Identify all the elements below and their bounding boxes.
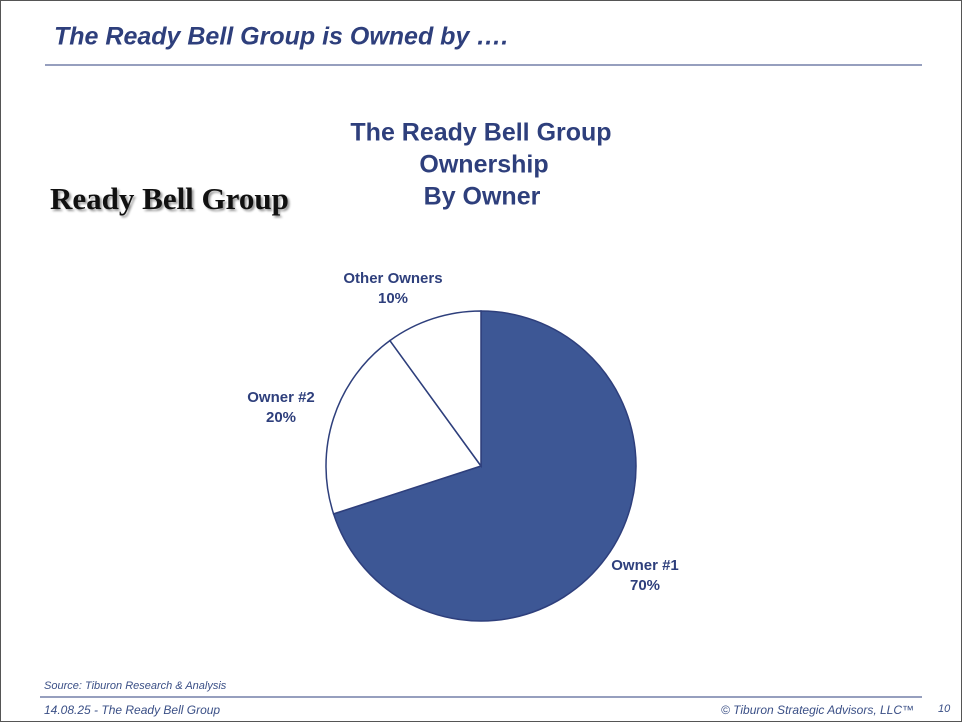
slice-value-label: 20% (266, 409, 296, 426)
chart-title: Ownership (419, 151, 548, 179)
logo: Ready Bell Group (50, 181, 289, 216)
pie-slice (388, 310, 482, 469)
pie (325, 310, 637, 622)
slide-title: The Ready Bell Group is Owned by …. (54, 23, 508, 51)
slice-label: Owner #2 (247, 389, 315, 406)
footer-right: © Tiburon Strategic Advisors, LLC™ (721, 703, 914, 717)
chart-title: By Owner (424, 183, 541, 211)
chart-title: The Ready Bell Group (350, 119, 611, 147)
footer-left: 14.08.25 - The Ready Bell Group (44, 703, 220, 717)
slice-label: Other Owners (343, 270, 442, 287)
slice-value-label: 10% (378, 290, 408, 307)
source-note: Source: Tiburon Research & Analysis (44, 680, 227, 692)
page-number: 10 (938, 703, 951, 715)
slice-value-label: 70% (630, 577, 660, 594)
pie-slice (332, 310, 637, 622)
slice-label: Owner #1 (611, 557, 679, 574)
pie-slice (325, 339, 483, 515)
